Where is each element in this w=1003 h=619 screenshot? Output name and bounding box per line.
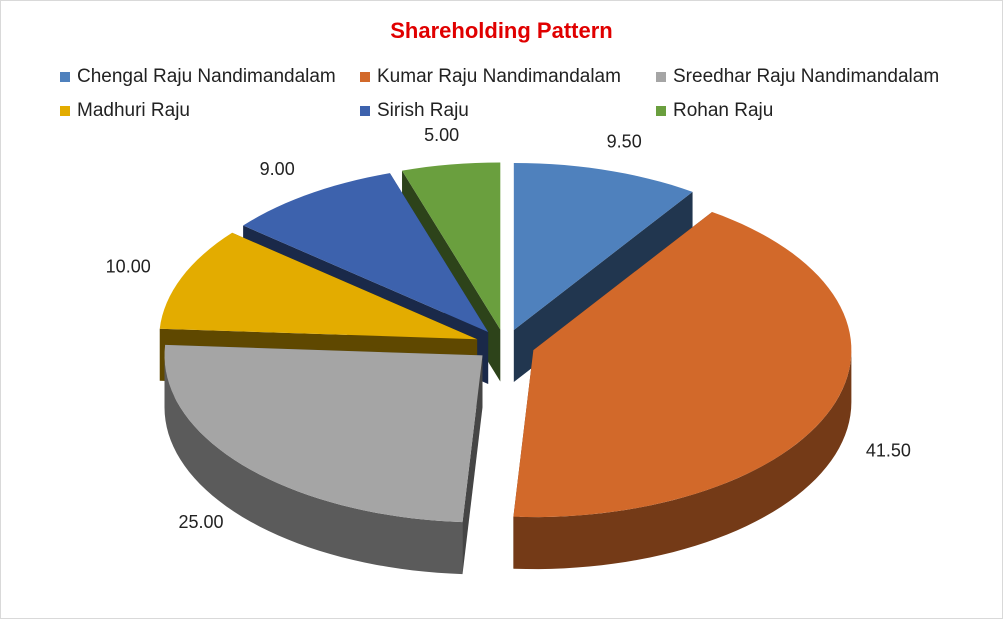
pie-wall-sreedhar-start bbox=[462, 355, 483, 575]
legend-item-sirish: Sirish Raju bbox=[360, 100, 469, 122]
pie-top-sreedhar bbox=[164, 344, 483, 523]
pie-top-madhuri bbox=[159, 232, 478, 340]
legend-swatch-chengal bbox=[60, 72, 70, 82]
pie-side-sreedhar bbox=[164, 355, 463, 575]
data-label-chengal: 9.50 bbox=[607, 132, 642, 152]
pie-slice-kumar bbox=[513, 211, 852, 570]
pie-slice-sreedhar bbox=[164, 344, 483, 575]
legend-label-sreedhar: Sreedhar Raju Nandimandalam bbox=[673, 66, 940, 87]
legend-label-kumar: Kumar Raju Nandimandalam bbox=[377, 66, 621, 87]
data-label-madhuri: 10.00 bbox=[106, 257, 151, 277]
legend-swatch-rohan bbox=[656, 106, 666, 116]
legend-item-rohan: Rohan Raju bbox=[656, 100, 773, 122]
data-label-sirish: 9.00 bbox=[260, 159, 295, 179]
pie-top-rohan bbox=[402, 162, 501, 330]
legend-item-kumar: Kumar Raju Nandimandalam bbox=[360, 66, 621, 88]
legend-item-madhuri: Madhuri Raju bbox=[60, 100, 190, 122]
legend-label-madhuri: Madhuri Raju bbox=[77, 100, 190, 121]
legend-swatch-madhuri bbox=[60, 106, 70, 116]
data-label-rohan: 5.00 bbox=[424, 125, 459, 145]
legend-label-sirish: Sirish Raju bbox=[377, 100, 469, 121]
legend-item-chengal: Chengal Raju Nandimandalam bbox=[60, 66, 336, 88]
pie-top-sirish bbox=[243, 173, 489, 332]
pie-side-kumar bbox=[513, 350, 852, 570]
legend-swatch-sirish bbox=[360, 106, 370, 116]
legend: Chengal Raju Nandimandalam Kumar Raju Na… bbox=[60, 66, 980, 128]
legend-swatch-kumar bbox=[360, 72, 370, 82]
legend-label-chengal: Chengal Raju Nandimandalam bbox=[77, 66, 336, 87]
data-label-sreedhar: 25.00 bbox=[178, 512, 223, 532]
data-label-kumar: 41.50 bbox=[866, 440, 911, 460]
chart-title: Shareholding Pattern bbox=[390, 18, 613, 43]
pie-top-kumar bbox=[513, 211, 852, 518]
pie-top-chengal bbox=[513, 162, 693, 330]
legend-item-sreedhar: Sreedhar Raju Nandimandalam bbox=[656, 66, 939, 88]
legend-swatch-sreedhar bbox=[656, 72, 666, 82]
legend-label-rohan: Rohan Raju bbox=[673, 100, 774, 121]
